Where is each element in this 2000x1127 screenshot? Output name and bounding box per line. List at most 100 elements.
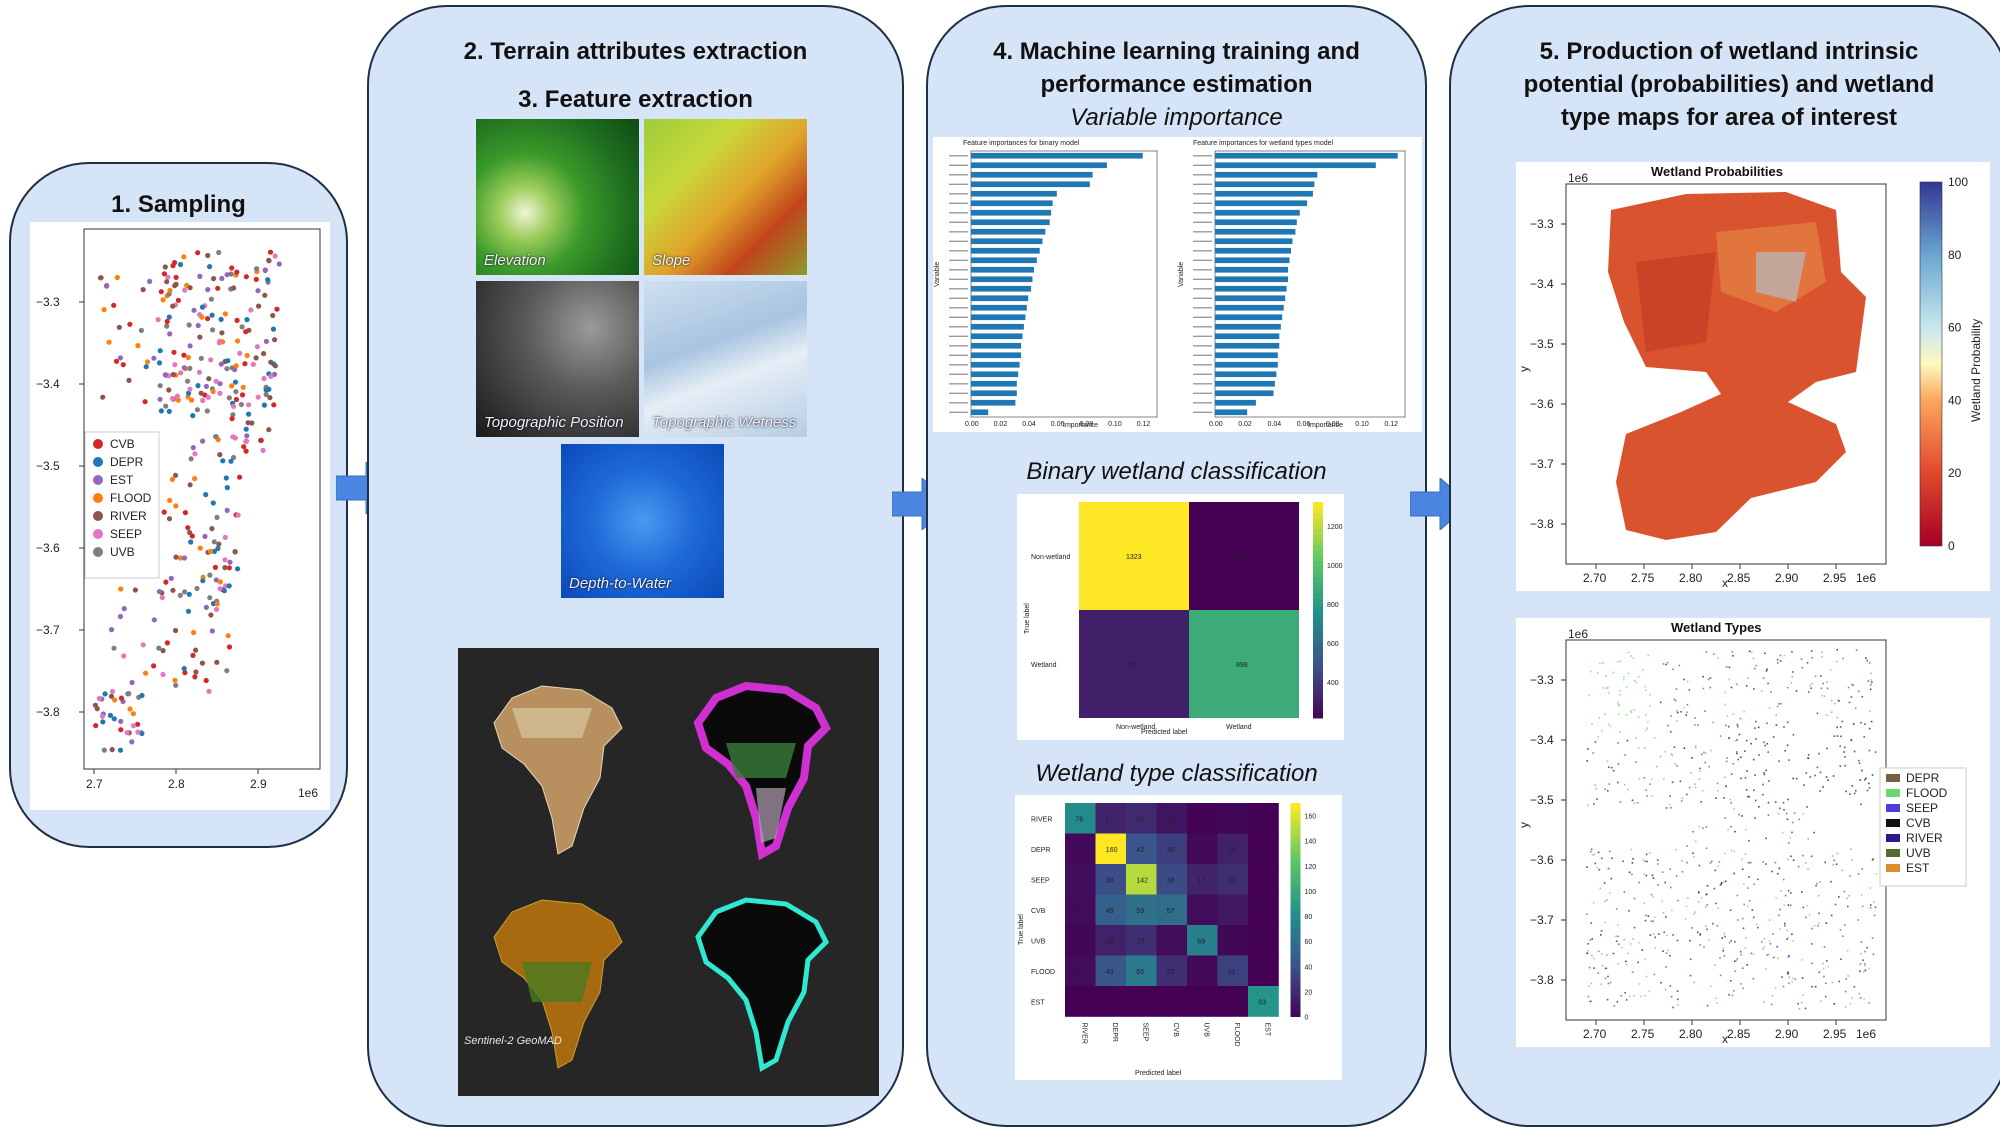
type-pixel <box>1587 943 1589 945</box>
type-pixel <box>1753 789 1755 792</box>
type-cell <box>1095 955 1127 987</box>
sample-point <box>235 512 241 518</box>
sample-point <box>217 586 223 592</box>
type-pixel <box>1706 1004 1709 1007</box>
type-pixel <box>1617 943 1620 946</box>
type-pixel <box>1725 880 1727 883</box>
type-pixel <box>1594 862 1597 865</box>
type-pixel <box>1692 852 1694 855</box>
type-pixel <box>1863 971 1865 973</box>
sample-point <box>108 693 114 699</box>
sample-point <box>173 472 179 478</box>
type-cell-value: 83 <box>1258 999 1266 1006</box>
type-pixel <box>1869 710 1871 712</box>
type-pixel <box>1802 812 1805 815</box>
type-pixel <box>1818 912 1820 915</box>
type-pixel <box>1719 884 1722 886</box>
type-pixel <box>1738 733 1741 736</box>
topographic-position-label: Topographic Position <box>484 414 624 431</box>
sample-point <box>167 331 173 337</box>
type-pixel <box>1844 756 1846 758</box>
sample-point <box>200 438 206 444</box>
type-pixel <box>1816 712 1819 715</box>
type-cell <box>1217 803 1249 834</box>
sampling-title: 1. Sampling <box>111 191 246 218</box>
type-pixel <box>1588 694 1590 697</box>
type-pixel <box>1732 655 1734 657</box>
type-pixel <box>1787 798 1789 801</box>
type-pixel <box>1791 831 1793 834</box>
sample-point <box>156 588 162 595</box>
type-pixel <box>1697 891 1700 893</box>
type-pixel <box>1730 802 1733 804</box>
type-pixel <box>1793 812 1796 814</box>
type-pixel <box>1782 985 1785 988</box>
type-pixel <box>1645 853 1648 856</box>
type-pixel <box>1815 884 1817 887</box>
sample-point <box>270 312 276 319</box>
type-pixel <box>1769 943 1772 945</box>
sample-point <box>113 358 120 364</box>
sample-point <box>210 601 217 607</box>
type-pixel <box>1771 870 1773 873</box>
sample-point <box>187 482 193 488</box>
sample-point <box>211 548 217 554</box>
types-y-tick: −3.4 <box>1530 733 1554 747</box>
type-pixel <box>1869 688 1872 691</box>
type-cell <box>1095 833 1127 865</box>
legend-marker <box>93 529 103 539</box>
types-x-tick: 2.75 <box>1631 1027 1655 1041</box>
type-pixel <box>1742 927 1745 930</box>
type-pixel <box>1659 701 1662 704</box>
type-row-label: FLOOD <box>1031 969 1055 976</box>
type-pixel <box>1699 933 1702 935</box>
type-col-label: RIVER <box>1080 1023 1087 1044</box>
type-pixel <box>1686 711 1688 714</box>
type-pixel <box>1740 983 1742 985</box>
type-cell <box>1156 925 1188 956</box>
sample-point <box>267 249 274 255</box>
type-pixel <box>1765 968 1767 970</box>
type-pixel <box>1776 945 1778 948</box>
type-pixel <box>1638 983 1641 985</box>
type-pixel <box>1723 881 1725 883</box>
type-cell-value: 0 <box>1228 999 1232 1006</box>
type-pixel <box>1704 761 1707 764</box>
type-pixel <box>1778 760 1780 762</box>
type-pixel <box>1863 963 1866 965</box>
type-pixel <box>1615 935 1617 937</box>
probability-y-tick: −3.6 <box>1530 397 1554 411</box>
type-pixel <box>1785 812 1788 815</box>
sample-point <box>107 712 113 718</box>
type-cell <box>1126 955 1157 987</box>
sample-point <box>187 343 193 349</box>
type-pixel <box>1650 920 1653 922</box>
sample-point <box>182 670 188 676</box>
sample-point <box>167 287 173 294</box>
type-pixel <box>1830 880 1832 883</box>
fi-left-tick: 0.10 <box>1108 421 1122 428</box>
sample-point <box>168 575 174 581</box>
type-pixel <box>1775 724 1778 726</box>
fi-right-bar <box>1215 257 1290 264</box>
type-pixel <box>1724 935 1726 938</box>
fi-right-bar <box>1215 399 1256 406</box>
type-pixel <box>1831 981 1834 984</box>
type-pixel <box>1668 803 1671 806</box>
fi-left-tick: 0.12 <box>1137 421 1151 428</box>
type-pixel <box>1650 893 1653 896</box>
type-pixel <box>1807 757 1810 760</box>
type-pixel <box>1783 925 1786 927</box>
sample-point <box>270 326 277 332</box>
type-pixel <box>1734 740 1737 742</box>
sample-point <box>188 539 194 545</box>
type-pixel <box>1635 761 1637 763</box>
type-cell <box>1065 955 1096 987</box>
type-pixel <box>1716 782 1719 785</box>
sample-point <box>205 252 211 259</box>
legend-label: FLOOD <box>110 491 152 505</box>
type-pixel <box>1681 871 1684 873</box>
type-pixel <box>1627 672 1630 675</box>
type-pixel <box>1586 866 1588 868</box>
type-pixel <box>1765 837 1767 840</box>
